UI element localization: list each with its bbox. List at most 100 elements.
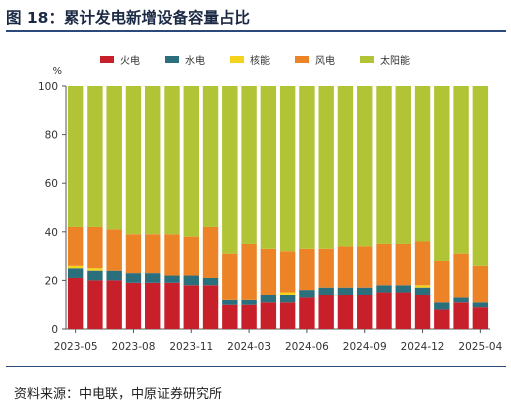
bar-1-3 [125, 273, 142, 283]
bar-4-9 [241, 86, 257, 244]
bar-2-1 [87, 268, 103, 271]
bar-0-0 [67, 277, 84, 329]
bar-1-16 [376, 285, 392, 293]
bar-1-18 [414, 287, 431, 295]
legend-swatch-3 [295, 56, 309, 63]
chart-container: 火电 水电 核能 风电 太阳能% 0 20 40 60 80 100 2023-05 2023-08 20… [0, 34, 511, 360]
bar-0-3 [125, 282, 142, 329]
bar-0-5 [164, 282, 180, 329]
bar-1-2 [106, 270, 122, 281]
bar-1-17 [395, 285, 411, 293]
bar-3-18 [414, 241, 431, 286]
bar-4-21 [472, 86, 489, 266]
bar-3-11 [279, 251, 296, 293]
bar-4-14 [337, 86, 354, 247]
x-tick-label-6: 2024-12 [401, 341, 445, 353]
bar-1-20 [453, 297, 469, 303]
bar-0-7 [202, 285, 219, 329]
bar-4-11 [279, 86, 296, 252]
bar-0-9 [241, 304, 257, 329]
bar-1-10 [260, 294, 277, 303]
bar-3-13 [318, 248, 334, 288]
bar-1-1 [87, 270, 103, 281]
bar-0-19 [434, 309, 450, 329]
bar-0-6 [183, 285, 199, 329]
bar-3-3 [125, 234, 142, 274]
bar-3-10 [260, 248, 277, 295]
legend-swatch-1 [165, 56, 179, 63]
stacked-bar-chart: 火电 水电 核能 风电 太阳能% 0 20 40 60 80 100 2023-05 2023-08 20… [38, 54, 503, 353]
bar-0-12 [299, 297, 315, 329]
bar-0-16 [376, 292, 392, 329]
bar-4-7 [202, 86, 219, 227]
bar-0-20 [453, 302, 469, 329]
bar-4-15 [357, 86, 373, 247]
bar-1-13 [318, 287, 334, 295]
bar-3-17 [395, 243, 411, 286]
legend-swatch-0 [100, 56, 114, 63]
figure-title: 图 18：累计发电新增设备容量占比 [6, 9, 250, 27]
bar-0-1 [87, 280, 103, 329]
bar-4-20 [453, 86, 469, 254]
bar-4-3 [125, 86, 142, 235]
bar-1-9 [241, 299, 257, 305]
bar-1-0 [67, 268, 84, 278]
bar-3-9 [241, 243, 257, 300]
bar-4-2 [106, 86, 122, 230]
bar-0-18 [414, 294, 431, 329]
x-tick-label-7: 2025-04 [458, 341, 502, 353]
legend-swatch-4 [360, 56, 374, 63]
x-tick-label-5: 2024-09 [343, 341, 387, 353]
bar-1-21 [472, 302, 489, 308]
x-tick-label-3: 2024-03 [227, 341, 271, 353]
bar-1-8 [222, 299, 238, 305]
bar-1-12 [299, 290, 315, 298]
bar-1-15 [357, 287, 373, 295]
bar-3-16 [376, 243, 392, 286]
bar-3-2 [106, 229, 122, 271]
legend-label-1: 水电 [185, 54, 205, 67]
source-note: 资料来源：中电联，中原证券研究所 [14, 387, 223, 402]
x-tick-label-4: 2024-06 [285, 341, 329, 353]
legend-label-3: 风电 [315, 54, 335, 67]
bar-0-17 [395, 292, 411, 329]
bar-4-17 [395, 86, 411, 244]
bar-4-4 [145, 86, 161, 235]
bar-4-1 [87, 86, 103, 227]
legend-label-4: 太阳能 [380, 54, 410, 67]
bar-3-14 [337, 246, 354, 288]
bar-4-5 [164, 86, 180, 235]
bar-4-18 [414, 86, 431, 242]
y-tick-label-0: 0 [51, 324, 58, 336]
bar-3-15 [357, 246, 373, 288]
bar-4-13 [318, 86, 334, 249]
x-tick-label-2: 2023-11 [169, 341, 213, 353]
x-tick-label-0: 2023-05 [54, 341, 98, 353]
bar-3-8 [222, 253, 238, 300]
bar-0-10 [260, 302, 277, 329]
bar-1-11 [279, 294, 296, 303]
bar-3-12 [299, 248, 315, 291]
bar-0-21 [472, 307, 489, 329]
bar-1-4 [145, 273, 161, 283]
bar-1-7 [202, 277, 219, 286]
bar-0-11 [279, 302, 296, 329]
bar-0-13 [318, 294, 334, 329]
bar-3-19 [434, 260, 450, 303]
x-tick-label-1: 2023-08 [112, 341, 156, 353]
footer-divider [6, 366, 506, 367]
bar-3-21 [472, 265, 489, 303]
y-tick-label-5: 100 [38, 81, 58, 93]
bar-4-19 [434, 86, 450, 261]
legend-swatch-2 [230, 56, 244, 63]
y-tick-label-2: 40 [45, 227, 58, 239]
legend-label-0: 火电 [120, 54, 140, 67]
bar-0-14 [337, 294, 354, 329]
bar-3-1 [87, 226, 103, 269]
bar-4-10 [260, 86, 277, 249]
bar-3-6 [183, 236, 199, 276]
y-tick-label-3: 60 [45, 178, 58, 190]
bar-1-5 [164, 275, 180, 283]
legend-label-2: 核能 [250, 54, 270, 67]
